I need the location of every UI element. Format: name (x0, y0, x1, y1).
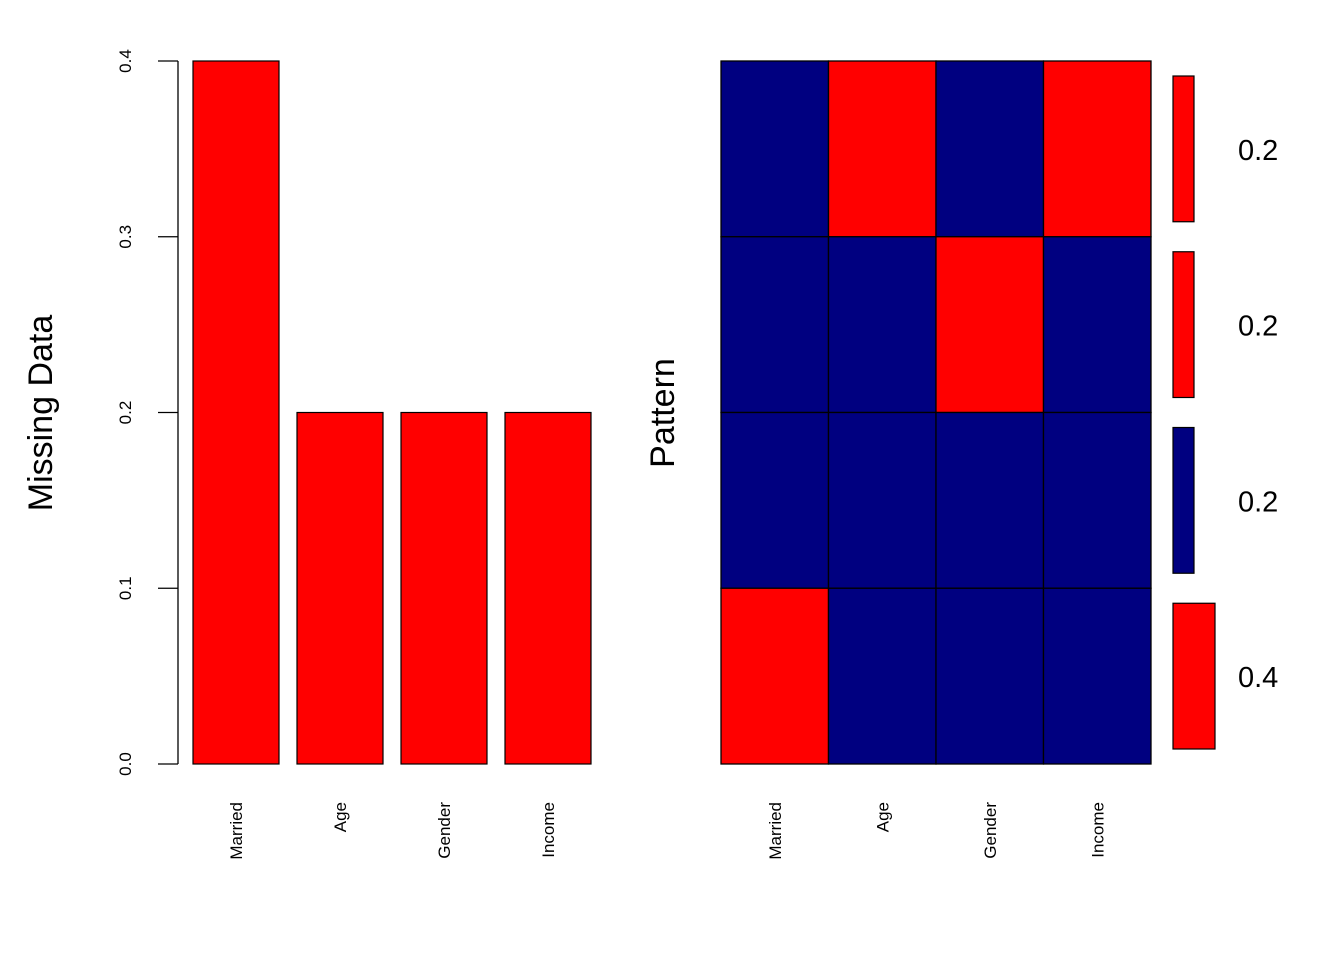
pattern-cell (827, 411, 937, 589)
pattern-cell (1042, 60, 1152, 238)
pattern-proportion-bar (1172, 251, 1195, 399)
pattern-heatmap-panel: Married Age Gender Income Pattern 0.2 0.2 0.2 0.… (644, 60, 1278, 860)
y-tick-label: 0.2 (116, 401, 135, 425)
pattern-cell (720, 587, 830, 765)
pattern-cell (827, 587, 937, 765)
pattern-proportion-label: 0.2 (1238, 486, 1278, 518)
pattern-cell (935, 60, 1045, 238)
pattern-cell (827, 60, 937, 238)
pattern-proportion-label: 0.2 (1238, 311, 1278, 343)
pattern-proportion-bar (1172, 75, 1195, 223)
missing-data-bar-panel: 0.0 0.1 0.2 0.3 0.4 Missing Data Married Age Gen… (22, 49, 592, 860)
y-tick-label: 0.0 (116, 752, 135, 776)
pattern-column-label: Gender (981, 802, 1000, 859)
pattern-column-label: Income (1088, 802, 1107, 858)
pattern-cell (720, 236, 830, 414)
pattern-column-label: Married (766, 802, 785, 860)
x-tick-label: Gender (435, 802, 454, 859)
pattern-proportion-label: 0.2 (1238, 135, 1278, 167)
x-tick-label: Age (331, 802, 350, 832)
pattern-proportion-label: 0.4 (1238, 662, 1278, 694)
pattern-cell (720, 60, 830, 238)
pattern-cell (1042, 411, 1152, 589)
y-tick-label: 0.4 (116, 49, 135, 73)
pattern-column-label: Age (873, 802, 892, 832)
pattern-cell (720, 411, 830, 589)
bar (296, 411, 384, 765)
pattern-proportion-bar (1172, 426, 1195, 574)
pattern-cell (1042, 236, 1152, 414)
pattern-cell (1042, 587, 1152, 765)
pattern-cell (935, 411, 1045, 589)
x-tick-label: Income (539, 802, 558, 858)
y-tick-label: 0.1 (116, 576, 135, 600)
pattern-cell (827, 236, 937, 414)
bar (504, 411, 592, 765)
bar (192, 60, 280, 765)
pattern-cell (935, 587, 1045, 765)
pattern-cell (935, 236, 1045, 414)
pattern-proportion-bar (1172, 602, 1216, 750)
y-axis-title: Missing Data (22, 315, 60, 512)
pattern-axis-title: Pattern (644, 358, 682, 468)
x-tick-label: Married (227, 802, 246, 860)
bar (400, 411, 488, 765)
y-tick-label: 0.3 (116, 225, 135, 249)
